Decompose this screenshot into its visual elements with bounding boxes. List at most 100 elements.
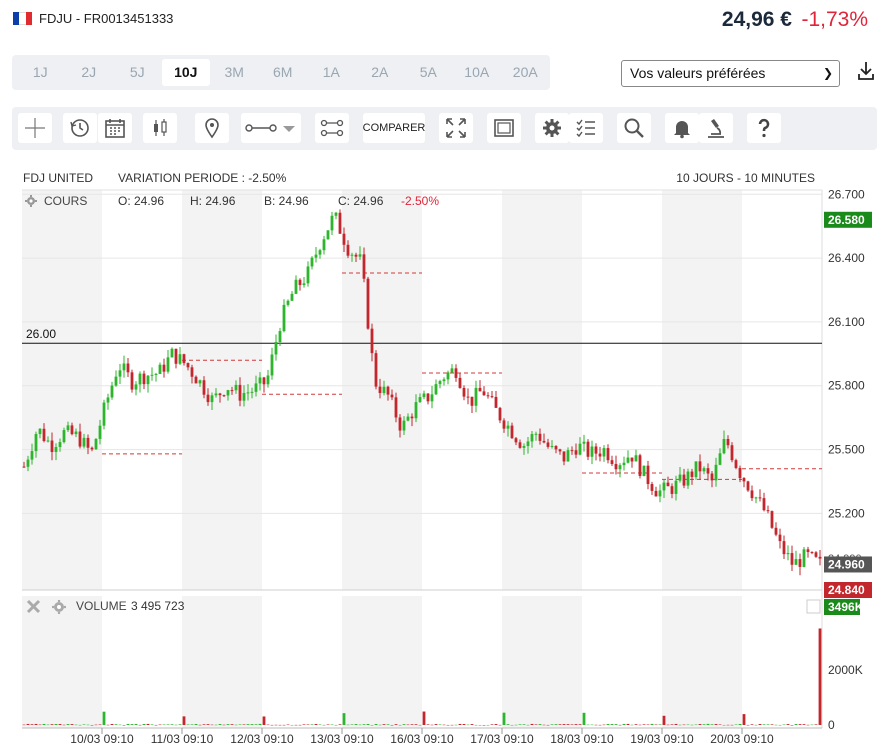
bell-icon[interactable] <box>665 113 699 143</box>
candle-body <box>458 377 462 388</box>
volume-bar <box>298 724 302 726</box>
period-10a[interactable]: 10A <box>464 64 490 80</box>
volume-bar <box>422 711 426 725</box>
volume-bar <box>250 724 254 725</box>
chart-instrument-name: FDJ UNITED <box>23 171 93 185</box>
volume-bar <box>702 724 706 725</box>
candle-body <box>34 434 38 452</box>
candle-body <box>90 447 94 450</box>
crosshair-icon[interactable] <box>18 113 52 143</box>
volume-bar <box>110 724 114 725</box>
price-chart[interactable]: 26.700 26.400 26.100 25.800 25.500 25.200 10/0… <box>0 160 878 750</box>
volume-bar <box>66 724 70 725</box>
volume-bar <box>398 724 402 726</box>
x-tick-label: 16/03 09:10 <box>390 732 454 746</box>
candle-body <box>190 367 194 377</box>
candle-body <box>54 447 58 453</box>
period-1j[interactable]: 1J <box>32 64 48 80</box>
volume-bar <box>430 724 434 726</box>
volume-bar <box>338 724 342 725</box>
volume-gear-icon[interactable] <box>52 600 66 614</box>
period-5a[interactable]: 5A <box>419 64 437 80</box>
y-tick-label: 25.800 <box>828 379 865 393</box>
candle-body <box>526 441 530 447</box>
candle-body <box>370 328 374 354</box>
volume-bar <box>610 724 614 725</box>
search-icon[interactable] <box>617 113 651 143</box>
compare-button[interactable]: COMPARER <box>363 113 425 143</box>
chevron-down-icon: ❯ <box>822 66 833 80</box>
volume-bar <box>574 724 578 725</box>
volume-bar <box>454 724 458 726</box>
favorites-select[interactable]: Vos valeurs préférées ❯ <box>621 60 840 87</box>
candle-body <box>162 364 166 372</box>
candle-body <box>154 373 158 375</box>
volume-bar <box>382 724 386 725</box>
volume-bar <box>482 724 486 726</box>
period-10j[interactable]: 10J <box>161 59 210 86</box>
period-6m[interactable]: 6M <box>273 64 293 80</box>
volume-bar <box>70 724 74 725</box>
volume-bar <box>162 724 166 726</box>
candle-body <box>518 442 522 448</box>
candle-body <box>594 446 598 454</box>
candle-body <box>430 394 434 402</box>
pin-icon[interactable] <box>195 113 229 143</box>
volume-bar <box>622 723 626 725</box>
close-icon[interactable] <box>26 599 41 614</box>
volume-bar <box>258 723 262 725</box>
period-2j[interactable]: 2J <box>81 64 97 80</box>
checklist-icon[interactable] <box>569 113 603 143</box>
volume-day-shade <box>502 596 582 728</box>
volume-bar <box>118 724 122 726</box>
candle-body <box>290 293 294 301</box>
volume-bar <box>518 724 522 725</box>
volume-bar <box>666 724 670 726</box>
period-5j[interactable]: 5J <box>129 64 145 80</box>
volume-bar <box>30 724 34 725</box>
last-badge: 24.960 <box>828 557 865 571</box>
volume-bar <box>690 724 694 726</box>
volume-bar <box>722 724 726 726</box>
volume-bar <box>450 724 454 726</box>
candle-body <box>402 420 406 431</box>
period-20a[interactable]: 20A <box>512 64 538 80</box>
period-1a[interactable]: 1A <box>322 64 340 80</box>
period-2a[interactable]: 2A <box>371 64 389 80</box>
volume-bar <box>806 724 810 726</box>
last-price: 24,96 € <box>721 8 792 31</box>
line-tool-icon[interactable] <box>241 113 301 143</box>
x-tick-label: 17/03 09:10 <box>470 732 534 746</box>
candle-body <box>326 230 330 240</box>
volume-bar <box>550 724 554 725</box>
candle-body <box>610 460 614 464</box>
candle-body <box>350 254 354 256</box>
volume-bar <box>242 724 246 725</box>
candle-body <box>666 482 670 487</box>
candle-body <box>330 215 334 231</box>
frame-icon[interactable] <box>487 113 521 143</box>
history-icon[interactable] <box>63 113 97 143</box>
candlestick-icon[interactable] <box>143 113 177 143</box>
fullscreen-icon[interactable] <box>439 113 473 143</box>
volume-bar <box>414 724 418 725</box>
candle-body <box>134 384 138 390</box>
microscope-icon[interactable] <box>699 113 733 143</box>
volume-bar <box>86 724 90 726</box>
download-icon[interactable] <box>857 61 875 81</box>
volume-bar <box>562 724 566 725</box>
candle-body <box>554 445 558 450</box>
settings-icon[interactable] <box>535 113 569 143</box>
help-icon[interactable] <box>747 113 781 143</box>
parallel-tool-icon[interactable] <box>315 113 349 143</box>
candle-body <box>106 397 110 403</box>
gear-icon[interactable] <box>25 195 37 207</box>
volume-bar <box>286 724 290 726</box>
volume-bar <box>294 724 298 726</box>
candle-body <box>758 497 762 499</box>
day-shade <box>502 190 582 590</box>
period-3m[interactable]: 3M <box>224 64 244 80</box>
calendar-icon[interactable] <box>98 113 132 143</box>
candle-body <box>110 385 114 398</box>
candle-body <box>262 377 266 385</box>
